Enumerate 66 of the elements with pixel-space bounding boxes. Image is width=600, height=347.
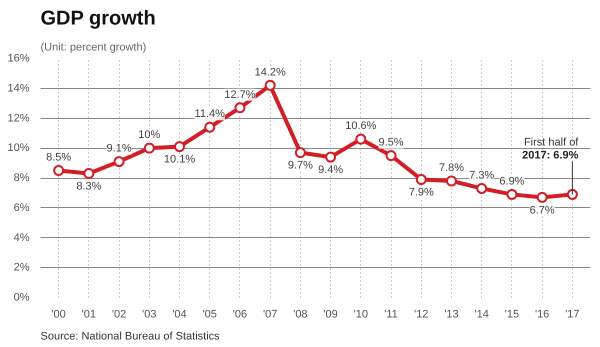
x-tick-label: '17 [565,308,580,320]
data-label: 6.9% [499,175,525,188]
annotation: First half of 2017: 6.9% [522,136,580,162]
data-label: 7.9% [408,186,434,198]
point [234,102,246,114]
data-label: 7.3% [469,169,494,182]
point [325,152,336,163]
x-tick-label: '15 [504,308,520,320]
data-label: 10% [138,129,161,142]
data-label: 7.8% [438,162,464,174]
x-tick-label: '03 [142,308,156,320]
point [174,141,186,152]
x-tick-label: '11 [384,308,398,320]
x-tick-label: '07 [263,308,278,320]
data-label: 9.7% [288,160,314,172]
chart-subtitle: (Unit: percent growth) [40,42,146,54]
point [264,80,276,91]
source-note: Source: National Bureau of Statistics [40,330,220,342]
point [536,192,548,203]
x-tick-label: '16 [534,308,550,320]
point [506,188,518,200]
x-tick-label: '08 [293,308,308,320]
data-label: 14.2% [254,66,286,78]
data-label: 8.5% [46,152,72,164]
x-tick-label: '00 [51,308,66,320]
x-tick-label: '02 [112,308,126,320]
point [386,150,397,162]
point [416,174,427,185]
x-tick-label: '06 [232,308,248,320]
y-tick-label: 16% [7,52,30,64]
x-tick-label: '13 [444,308,459,320]
y-tick-label: 4% [14,232,30,244]
x-tick-label: '04 [172,308,187,320]
point [114,156,125,168]
y-tick-label: 6% [14,202,30,214]
x-tick-label: '12 [414,308,428,320]
data-label: 10.6% [345,120,377,132]
data-label: 8.3% [76,180,102,193]
data-label: 9.1% [106,142,132,155]
data-label: 9.4% [318,164,344,176]
point [566,188,578,200]
y-tick-label: 14% [7,82,30,94]
point [53,165,64,176]
x-tick-label: '01 [82,308,96,320]
data-label: 12.7% [224,88,256,101]
point [355,134,366,145]
x-tick-label: '10 [354,308,368,320]
x-tick-label: '05 [202,308,217,320]
point [294,147,306,158]
y-tick-label: 2% [14,262,30,274]
y-tick-label: 10% [7,142,30,154]
point [83,168,94,180]
data-label: 6.7% [530,204,555,216]
x-tick-label: '09 [323,308,338,320]
y-tick-label: 0% [14,292,30,304]
point [204,122,216,133]
point [476,182,488,194]
data-label: 11.4% [194,108,226,120]
data-label: 10.1% [164,154,196,166]
point [144,142,155,154]
chart-title: GDP growth [40,8,156,30]
y-tick-label: 12% [7,112,30,124]
data-label: 9.5% [378,136,404,149]
y-tick-label: 8% [14,172,30,184]
point [446,175,457,186]
x-tick-label: '14 [474,308,489,320]
